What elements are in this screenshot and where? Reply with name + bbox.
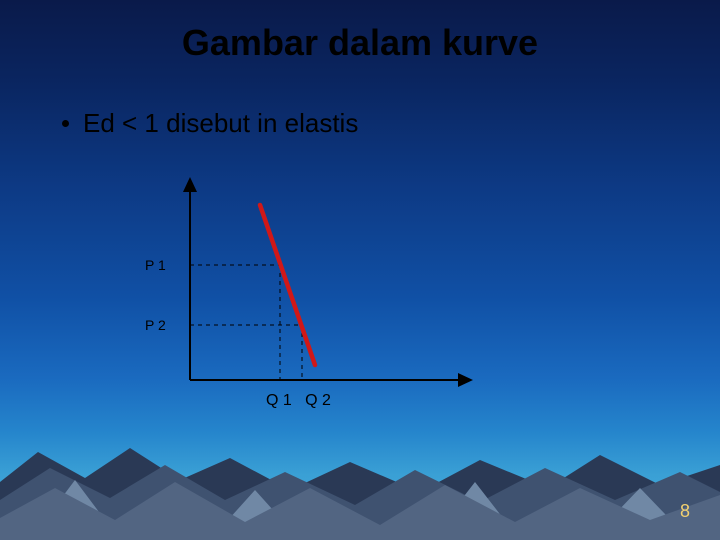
chart-svg <box>130 170 490 420</box>
q-labels: Q 1 Q 2 <box>266 392 331 410</box>
p1-label: P 1 <box>145 257 166 273</box>
bullet-text: Ed < 1 disebut in elastis <box>83 108 358 139</box>
inelastic-demand-chart: P 1 P 2 Q 1 Q 2 <box>130 170 490 420</box>
bullet-dot-icon <box>62 120 69 127</box>
q2-label: Q 2 <box>305 392 331 409</box>
slide-title: Gambar dalam kurve <box>0 22 720 64</box>
bullet-item: Ed < 1 disebut in elastis <box>62 108 358 139</box>
slide: Gambar dalam kurve Ed < 1 disebut in ela… <box>0 0 720 540</box>
p2-label: P 2 <box>145 317 166 333</box>
q1-label: Q 1 <box>266 392 292 409</box>
page-number: 8 <box>680 501 690 522</box>
mountain-decoration <box>0 410 720 540</box>
